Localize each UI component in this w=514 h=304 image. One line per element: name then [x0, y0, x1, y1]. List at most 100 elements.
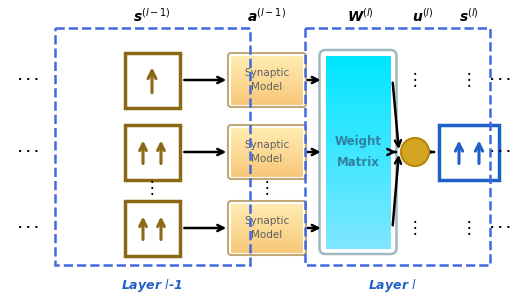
Bar: [231, 63, 303, 66]
Bar: [231, 75, 303, 78]
Bar: [231, 211, 303, 214]
Bar: [325, 162, 391, 167]
Bar: [325, 190, 391, 196]
Bar: [231, 233, 303, 236]
Bar: [231, 240, 303, 243]
Bar: [325, 109, 391, 114]
Bar: [325, 171, 391, 177]
Text: $\boldsymbol{s}^{(l-1)}$: $\boldsymbol{s}^{(l-1)}$: [133, 7, 171, 25]
Bar: [325, 176, 391, 181]
Text: Layer $l$: Layer $l$: [368, 277, 416, 293]
Bar: [231, 223, 303, 226]
Bar: [325, 118, 391, 124]
Bar: [231, 80, 303, 83]
Bar: [231, 250, 303, 253]
Bar: [231, 169, 303, 172]
Bar: [231, 102, 303, 105]
Bar: [325, 90, 391, 95]
Bar: [325, 80, 391, 85]
Bar: [325, 147, 391, 153]
Bar: [231, 92, 303, 95]
Bar: [231, 85, 303, 88]
Bar: [325, 99, 391, 105]
Bar: [231, 159, 303, 162]
Bar: [325, 142, 391, 148]
Bar: [231, 216, 303, 219]
Text: $\boldsymbol{W}^{(l)}$: $\boldsymbol{W}^{(l)}$: [346, 7, 374, 25]
Bar: [231, 140, 303, 143]
Bar: [231, 238, 303, 240]
Bar: [325, 133, 391, 138]
Bar: [325, 152, 391, 157]
Text: ⋮: ⋮: [407, 71, 424, 89]
FancyBboxPatch shape: [439, 125, 499, 179]
Bar: [231, 142, 303, 145]
Bar: [231, 147, 303, 150]
Text: ⋮: ⋮: [407, 219, 424, 237]
Bar: [325, 71, 391, 76]
Text: ⋮: ⋮: [461, 219, 478, 237]
Bar: [231, 138, 303, 140]
Bar: [231, 82, 303, 85]
Bar: [231, 66, 303, 68]
Text: · · ·: · · ·: [18, 75, 38, 85]
Bar: [231, 235, 303, 238]
Bar: [231, 206, 303, 209]
Bar: [231, 71, 303, 73]
Bar: [231, 166, 303, 169]
FancyBboxPatch shape: [124, 53, 179, 108]
Text: Synaptic: Synaptic: [244, 216, 289, 226]
Bar: [231, 164, 303, 167]
Text: Model: Model: [251, 82, 283, 92]
Bar: [325, 214, 391, 220]
Bar: [325, 186, 391, 191]
Bar: [231, 68, 303, 71]
Bar: [231, 230, 303, 233]
Bar: [55, 28, 250, 265]
Bar: [231, 228, 303, 231]
Bar: [305, 28, 490, 265]
Bar: [325, 56, 391, 61]
Text: · · ·: · · ·: [490, 75, 510, 85]
Bar: [231, 226, 303, 229]
Text: Synaptic: Synaptic: [244, 68, 289, 78]
Bar: [231, 245, 303, 248]
Bar: [231, 56, 303, 59]
Bar: [325, 104, 391, 109]
Text: · · ·: · · ·: [18, 147, 38, 157]
Bar: [325, 75, 391, 81]
Bar: [231, 95, 303, 97]
Text: Model: Model: [251, 154, 283, 164]
Text: · · ·: · · ·: [490, 223, 510, 233]
Bar: [325, 219, 391, 224]
Bar: [231, 174, 303, 177]
Bar: [231, 61, 303, 64]
Bar: [231, 214, 303, 216]
Bar: [231, 209, 303, 212]
Bar: [325, 233, 391, 239]
Text: Matrix: Matrix: [337, 156, 379, 168]
Bar: [231, 162, 303, 164]
Bar: [231, 135, 303, 138]
Bar: [231, 90, 303, 92]
Bar: [231, 97, 303, 100]
Bar: [325, 243, 391, 248]
Text: $\boldsymbol{s}^{(l)}$: $\boldsymbol{s}^{(l)}$: [459, 7, 479, 25]
Bar: [325, 95, 391, 100]
Bar: [231, 242, 303, 245]
Bar: [231, 221, 303, 224]
Bar: [231, 204, 303, 207]
Bar: [325, 238, 391, 244]
Bar: [325, 157, 391, 162]
FancyBboxPatch shape: [124, 201, 179, 255]
Text: ⋮: ⋮: [144, 179, 160, 197]
Bar: [231, 218, 303, 221]
Bar: [231, 157, 303, 160]
Text: Model: Model: [251, 230, 283, 240]
Bar: [325, 200, 391, 205]
Bar: [231, 133, 303, 136]
Bar: [231, 87, 303, 90]
Bar: [325, 66, 391, 71]
Text: ⋮: ⋮: [259, 179, 276, 197]
Bar: [325, 61, 391, 66]
